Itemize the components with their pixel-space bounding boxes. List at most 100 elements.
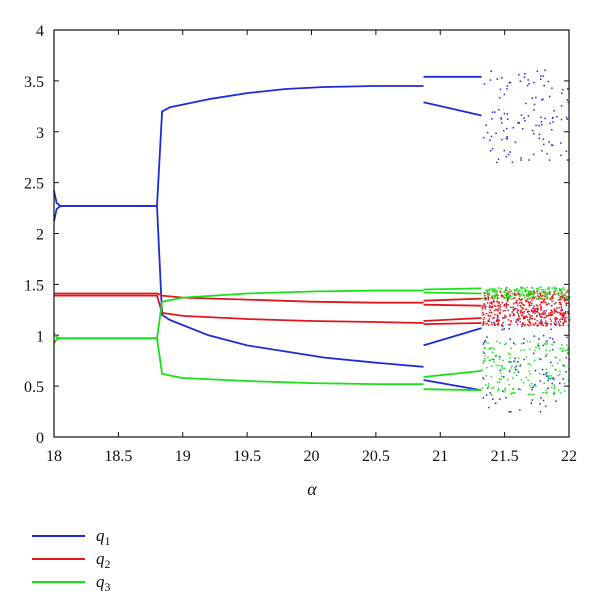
q2-branch-line	[54, 292, 424, 304]
q2-point	[555, 317, 557, 319]
q3-point	[493, 288, 496, 290]
q1-point	[565, 116, 568, 119]
q2-point	[499, 291, 502, 293]
q2-point	[530, 309, 533, 311]
q2-point	[517, 315, 520, 317]
q2-point	[558, 306, 560, 309]
q3-point	[525, 291, 527, 293]
q1-point	[552, 117, 554, 119]
q2-point	[553, 312, 555, 314]
q3-point	[483, 292, 485, 294]
q2-point	[550, 309, 552, 311]
q3-point	[527, 363, 530, 365]
q3-point	[548, 286, 550, 288]
q3-point	[531, 287, 533, 289]
q2-point	[523, 318, 525, 320]
q1-point	[531, 399, 533, 401]
q2-point	[499, 306, 502, 308]
q3-point	[538, 358, 540, 360]
q3-point	[567, 295, 569, 298]
q2-point	[549, 318, 552, 320]
q3-point	[493, 297, 495, 299]
q3-point	[487, 356, 489, 359]
q2-point	[488, 304, 491, 307]
q1-point	[560, 142, 562, 144]
q3-point	[561, 343, 563, 346]
q1-point	[509, 338, 511, 340]
q3-point	[555, 289, 557, 292]
q2-point	[554, 317, 556, 319]
q2-point	[512, 297, 515, 300]
q3-point	[537, 288, 539, 291]
q1-point	[561, 92, 563, 94]
q3-point	[498, 381, 501, 383]
series-q1	[53, 69, 571, 413]
q2-point	[526, 299, 528, 302]
q1-point	[507, 309, 509, 312]
q2-point	[521, 307, 524, 309]
q2-point	[549, 291, 551, 293]
q1-point	[562, 378, 564, 380]
q1-point	[498, 109, 500, 111]
q2-point	[567, 302, 569, 304]
q2-point	[527, 319, 529, 321]
q1-point	[493, 323, 496, 325]
q1-point	[538, 137, 540, 140]
q3-point	[532, 295, 534, 297]
q1-point	[545, 309, 547, 312]
q1-point	[542, 75, 545, 77]
q3-point	[531, 293, 534, 295]
q3-point	[507, 378, 509, 381]
q2-point	[510, 306, 512, 309]
q1-point	[483, 83, 486, 85]
q2-point	[487, 314, 489, 317]
q1-point	[534, 383, 536, 386]
q3-point	[490, 365, 493, 367]
q2-point	[499, 311, 501, 314]
q1-point	[515, 365, 517, 368]
q1-point	[500, 117, 502, 119]
q1-point	[484, 339, 486, 342]
q1-point	[566, 118, 569, 120]
q3-point	[512, 387, 514, 390]
q2-point	[521, 302, 523, 305]
q2-point	[559, 296, 562, 298]
q3-branch-line	[53, 337, 424, 385]
q1-point	[489, 150, 492, 152]
q2-point	[505, 289, 507, 292]
q1-point	[543, 143, 545, 146]
y-tick-label: 3	[36, 125, 44, 142]
q2-point	[520, 305, 522, 308]
legend-label-main: q	[96, 549, 105, 568]
q3-point	[567, 352, 570, 354]
q1-point	[540, 75, 542, 77]
x-tick-label: 19	[175, 448, 191, 465]
q1-point	[536, 314, 538, 317]
q3-branch-line	[423, 370, 482, 378]
q3-point	[504, 387, 506, 390]
q1-point	[507, 153, 510, 156]
q2-point	[535, 304, 538, 306]
q2-point	[528, 313, 530, 315]
q3-point	[481, 387, 484, 389]
q3-point	[560, 297, 562, 299]
y-tick-label: 2	[36, 227, 44, 244]
q1-point	[538, 133, 541, 136]
q1-point	[539, 358, 542, 361]
q3-point	[562, 350, 564, 352]
legend-label-main: q	[96, 572, 105, 591]
q2-point	[496, 324, 499, 326]
q2-point	[515, 307, 517, 310]
q3-point	[536, 292, 539, 295]
q2-point	[527, 293, 530, 295]
q2-point	[552, 297, 555, 299]
q2-branch-line	[423, 317, 482, 322]
q2-point	[485, 323, 487, 325]
q3-point	[503, 367, 506, 370]
q1-point	[530, 402, 532, 404]
q3-point	[486, 298, 489, 301]
q1-point	[509, 151, 511, 153]
q2-point	[544, 312, 547, 314]
q2-point	[541, 316, 543, 318]
q3-point	[564, 390, 566, 392]
